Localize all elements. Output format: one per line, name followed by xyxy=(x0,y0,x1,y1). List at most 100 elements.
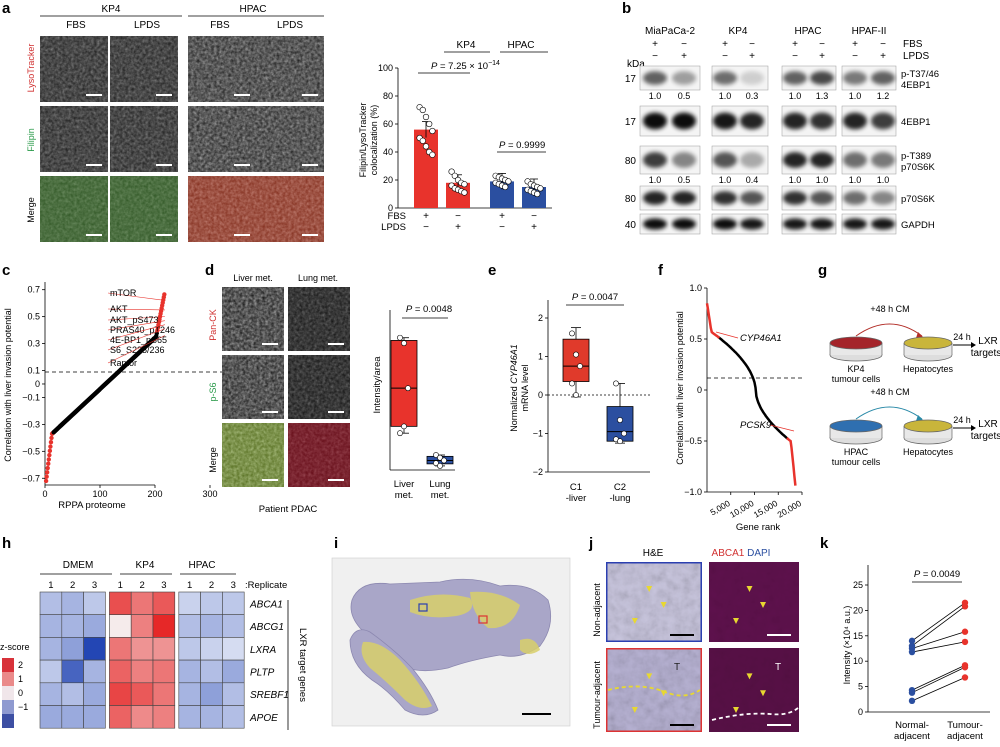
f-xtick: 5,000 xyxy=(708,498,732,517)
h-gene: LXRA xyxy=(250,645,276,656)
panel-label-d: d xyxy=(205,262,214,279)
panel-label-i: i xyxy=(334,535,338,552)
h-replicate: 1 xyxy=(48,580,53,591)
g-lxr-1: LXR xyxy=(978,336,997,347)
d-point xyxy=(401,340,407,347)
c-ytick: −0.7 xyxy=(22,473,40,483)
d-point xyxy=(433,460,439,467)
a-fbs-sign: + xyxy=(499,211,505,222)
a-point xyxy=(502,183,509,191)
h-replicate: 3 xyxy=(161,580,166,591)
h-cell xyxy=(83,705,106,729)
g-24h-1: 24 h xyxy=(953,332,971,342)
g-24h-2: 24 h xyxy=(953,415,971,425)
b-lpds-sign: + xyxy=(749,51,755,62)
k-pair-line xyxy=(911,602,966,642)
k-pair-line xyxy=(911,664,966,691)
h-cell xyxy=(61,614,84,638)
b-band xyxy=(672,218,696,230)
j-arrowhead-icon xyxy=(646,673,653,680)
a-ytick-label: 0 xyxy=(388,203,393,213)
j-arrowhead-icon xyxy=(746,673,753,680)
b-band xyxy=(871,71,895,85)
b-quant: 0.5 xyxy=(678,91,691,101)
h-cell xyxy=(152,682,176,706)
panel-label-c: c xyxy=(2,262,10,279)
d-point xyxy=(401,423,407,430)
a-image-0-0 xyxy=(40,36,108,102)
a-row-merge: Merge xyxy=(26,197,36,223)
g-tumour-label-1: tumour cells xyxy=(832,374,881,384)
b-band xyxy=(871,112,895,130)
h-cell xyxy=(83,637,106,661)
h-cell xyxy=(39,705,63,729)
panel-g: g KP4 tumour cells +48 h CM Hepatocytes … xyxy=(818,262,1000,467)
c-annotation: AKT xyxy=(110,304,128,314)
b-quant: 1.0 xyxy=(649,175,662,185)
b-band xyxy=(713,112,737,130)
h-cell xyxy=(222,659,245,684)
h-gene: ABCG1 xyxy=(249,622,284,633)
h-cell xyxy=(61,705,84,729)
a-image-0-1 xyxy=(110,36,178,102)
k-point-tumour xyxy=(961,664,969,671)
d-point xyxy=(397,430,403,437)
h-gene: APOE xyxy=(249,713,278,724)
h-cell xyxy=(39,591,63,616)
b-band xyxy=(843,71,867,85)
b-quant: 1.3 xyxy=(816,91,829,101)
h-group-dmem: DMEM xyxy=(63,560,94,571)
e-box-c1 xyxy=(562,338,590,382)
k-ytick: 10 xyxy=(853,656,863,666)
panel-label-j: j xyxy=(588,535,593,552)
c-point xyxy=(46,457,51,462)
b-quant: 1.0 xyxy=(816,175,829,185)
k-cat-tumour: Tumour-adjacent xyxy=(947,720,983,742)
d-image-2-0 xyxy=(222,423,284,487)
h-cell xyxy=(152,637,176,661)
b-fbs-label: FBS xyxy=(903,39,923,50)
f-ytick: 1.0 xyxy=(689,283,702,293)
b-row-label: GAPDH xyxy=(901,220,935,231)
a-point xyxy=(429,127,436,135)
j-if-nonadj xyxy=(709,562,799,642)
a-point xyxy=(419,106,426,114)
b-band xyxy=(783,71,807,85)
b-band xyxy=(740,112,764,130)
c-ytick: 0.5 xyxy=(27,312,40,322)
c-point xyxy=(47,452,52,458)
b-line-kp4: KP4 xyxy=(729,26,748,37)
g-targets-2: targets xyxy=(971,431,1000,442)
k-ytick: 0 xyxy=(858,707,863,717)
c-point xyxy=(46,461,51,466)
b-lpds-sign: − xyxy=(722,51,728,62)
b-quant: 0.4 xyxy=(746,175,759,185)
a-ytick-label: 20 xyxy=(383,175,393,185)
b-quant: 1.0 xyxy=(849,175,862,185)
h-cell xyxy=(222,637,245,661)
h-cell xyxy=(109,705,132,729)
b-fbs-sign: + xyxy=(792,39,798,50)
a-image-2-0 xyxy=(40,176,108,242)
h-gene: PLTP xyxy=(250,667,275,678)
c-xtick: 200 xyxy=(147,489,162,499)
g-cm-1: +48 h CM xyxy=(870,304,909,314)
k-ytick: 20 xyxy=(853,605,863,615)
b-band xyxy=(643,218,667,230)
d-row-panck: Pan-CK xyxy=(208,309,218,341)
a-point xyxy=(505,178,512,185)
b-fbs-sign: − xyxy=(819,39,825,50)
b-row-label-2: p70S6K xyxy=(901,162,935,173)
h-replicate: 3 xyxy=(231,580,236,591)
j-arrowhead-icon xyxy=(660,602,667,608)
h-scale-label: −1 xyxy=(18,702,28,712)
h-cell xyxy=(83,591,106,616)
a-group-kp4: KP4 xyxy=(102,4,121,15)
e-ylabel: Normalized CYP46A1mRNA level xyxy=(509,344,530,432)
a-point xyxy=(422,143,430,150)
d-point xyxy=(437,463,443,469)
panel-i: i xyxy=(331,535,571,727)
f-label-cyp46a1: CYP46A1 xyxy=(740,333,782,344)
b-lpds-sign: − xyxy=(852,51,858,62)
b-kda-value: 40 xyxy=(625,220,637,231)
